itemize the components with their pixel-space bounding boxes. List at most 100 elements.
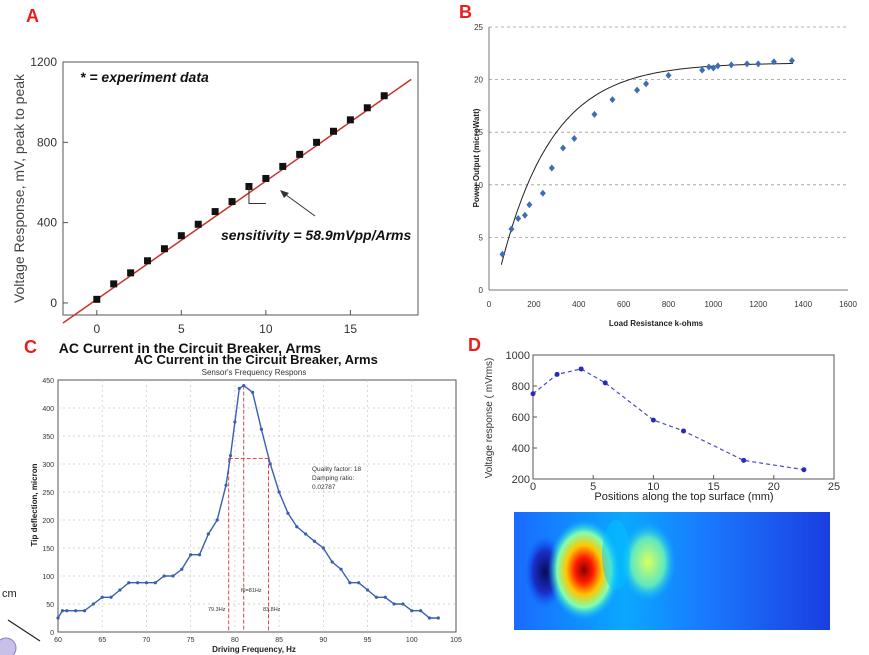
step-bracket — [248, 186, 266, 205]
x-tick-label: 5 — [178, 322, 185, 336]
data-point — [643, 80, 650, 88]
y-tick-label: 800 — [512, 381, 530, 393]
x-axis-label: AC Current in the Circuit Breaker, Arms — [59, 340, 322, 356]
data-point — [312, 539, 317, 543]
data-point — [374, 595, 378, 599]
data-point — [60, 609, 65, 613]
data-point — [392, 602, 396, 606]
x-tick-label: 10 — [259, 322, 273, 336]
data-point — [499, 250, 506, 258]
data-point — [634, 86, 641, 94]
data-point — [56, 616, 60, 620]
marker-label: 79.3Hz — [208, 607, 226, 613]
data-point — [329, 127, 337, 135]
x-tick-label: 90 — [319, 637, 327, 644]
data-point — [321, 546, 325, 550]
data-point — [211, 208, 219, 216]
y-tick-label: 10 — [474, 181, 483, 190]
data-point — [259, 427, 264, 431]
x-tick-label: 200 — [527, 300, 541, 309]
data-point — [365, 588, 370, 592]
x-tick-label: 100 — [406, 637, 418, 644]
data-point — [162, 574, 166, 578]
x-tick-label: 20 — [768, 481, 780, 493]
x-tick-label: 95 — [364, 637, 372, 644]
marker-label: f0=81Hz — [241, 588, 262, 594]
data-point — [526, 201, 533, 209]
data-point — [609, 96, 616, 104]
chart-b: 0 5 10 15 20 25 0 200 400 600 800 1000 1200 1400 1600 L… — [472, 23, 857, 328]
y-tick-label: 200 — [512, 474, 530, 486]
data-point — [401, 602, 405, 606]
series-line — [57, 384, 439, 619]
y-tick-label: 0 — [479, 286, 484, 295]
y-tick-label: 600 — [512, 412, 530, 424]
chart-d: 0 5 10 15 20 25 200 400 600 800 1000 Positions alon… — [484, 350, 840, 503]
chart-c: 60 65 70 75 80 85 90 95 100 105 0 50 100 150 200 250 300… — [30, 352, 462, 654]
data-point — [554, 371, 560, 377]
data-point — [539, 189, 546, 197]
data-point — [110, 280, 118, 288]
panel-letter-d: D — [468, 335, 481, 355]
y-axis-label: Tip deflection, micron — [30, 463, 39, 546]
data-point — [127, 581, 131, 585]
data-point — [295, 525, 299, 529]
data-point — [262, 174, 270, 182]
data-point — [521, 211, 528, 219]
data-point — [339, 567, 343, 571]
data-point — [268, 462, 272, 466]
data-point — [436, 616, 440, 620]
data-point — [286, 511, 290, 515]
stray-arrow — [7, 619, 41, 642]
data-point — [82, 609, 87, 613]
data-point — [515, 214, 522, 222]
x-tick-label: 1000 — [704, 300, 722, 309]
data-point — [65, 609, 69, 613]
data-point — [346, 116, 354, 124]
data-point — [755, 60, 762, 68]
data-point — [681, 428, 686, 434]
x-tick-label: 600 — [617, 300, 631, 309]
data-point — [348, 581, 352, 585]
chart-subtitle: Sensor's Frequency Respons — [202, 368, 307, 377]
y-tick-label: 0 — [50, 630, 54, 637]
legend-text: * = experiment data — [80, 69, 209, 85]
y-tick-label: 50 — [46, 602, 54, 609]
y-tick-label: 1000 — [506, 350, 530, 362]
data-point — [380, 92, 388, 100]
y-tick-label: 150 — [42, 546, 54, 553]
data-point — [100, 595, 104, 599]
data-point — [171, 574, 175, 578]
data-point — [93, 295, 101, 303]
panel-letter-c: C — [24, 337, 37, 357]
x-tick-label: 80 — [231, 637, 239, 644]
y-tick-label: 400 — [512, 443, 530, 455]
annotation-arrowhead — [280, 190, 289, 198]
data-point — [118, 588, 122, 592]
x-tick-label: 65 — [98, 637, 106, 644]
y-tick-label: 250 — [42, 490, 54, 497]
y-tick-label: 5 — [479, 233, 484, 242]
data-point — [788, 57, 795, 65]
data-point — [330, 560, 334, 564]
x-axis-label: Load Resistance k-ohms — [609, 319, 704, 328]
y-tick-label: 350 — [42, 434, 54, 441]
x-tick-label: 400 — [572, 300, 586, 309]
y-tick-label: 400 — [37, 216, 57, 230]
data-point — [508, 225, 515, 233]
x-tick-label: 5 — [590, 481, 596, 493]
data-point — [233, 420, 237, 424]
data-point — [180, 567, 184, 571]
data-point — [277, 490, 281, 494]
data-point — [127, 269, 135, 277]
data-point — [144, 581, 149, 585]
data-point — [91, 602, 95, 606]
x-tick-label: 1600 — [839, 300, 857, 309]
x-tick-label: 1400 — [794, 300, 812, 309]
chart-title: AC Current in the Circuit Breaker, Arms — [134, 352, 378, 367]
data-point — [419, 609, 423, 613]
y-tick-label: 15 — [474, 128, 483, 137]
data-point — [710, 64, 717, 72]
y-tick-label: 0 — [50, 296, 57, 310]
